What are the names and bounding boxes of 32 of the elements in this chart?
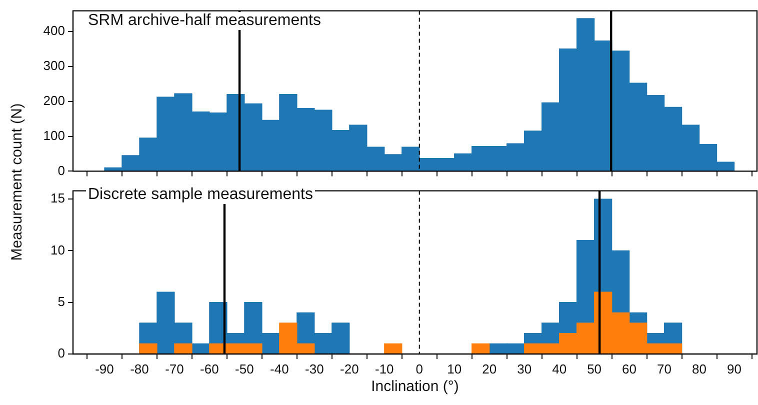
y-tick-label: 400 xyxy=(43,22,65,38)
x-tick-label: 10 xyxy=(447,361,462,376)
x-tick-label: 80 xyxy=(692,361,707,376)
y-tick-label: 200 xyxy=(43,92,65,108)
x-tick-label: -80 xyxy=(130,361,149,376)
y-tick-label: 0 xyxy=(58,346,65,361)
x-tick-label: -50 xyxy=(235,361,254,376)
x-tick-label: 60 xyxy=(622,361,637,376)
x-tick-label: 70 xyxy=(657,361,672,376)
x-tick-label: -60 xyxy=(200,361,219,376)
y-tick-label: 300 xyxy=(43,58,65,73)
chart-title: SRM archive-half measurements xyxy=(86,12,323,30)
x-tick-label: 20 xyxy=(482,361,497,376)
y-axis-title: Measurement count (N) xyxy=(8,103,26,261)
x-tick-label: -20 xyxy=(340,361,359,376)
x-tick-label: -40 xyxy=(270,361,289,376)
x-tick-label: -70 xyxy=(165,361,184,376)
y-tick-label: 5 xyxy=(58,294,65,309)
x-axis-title: Inclination (°) xyxy=(370,378,460,395)
y-tick-label: 100 xyxy=(43,128,65,143)
x-tick-label: 50 xyxy=(587,361,602,376)
y-tick-label: 15 xyxy=(50,190,65,206)
x-tick-label: -90 xyxy=(95,361,114,376)
x-tick-label: 90 xyxy=(727,361,742,376)
x-tick-label: 40 xyxy=(552,361,567,376)
x-tick-label: 30 xyxy=(517,361,532,376)
chart-title: Discrete sample measurements xyxy=(86,186,315,204)
x-tick-label: -10 xyxy=(374,361,394,376)
x-tick-label: -30 xyxy=(305,361,324,376)
x-tick-label: 0 xyxy=(416,361,423,376)
y-tick-label: 0 xyxy=(58,162,65,178)
y-tick-label: 10 xyxy=(50,242,65,258)
